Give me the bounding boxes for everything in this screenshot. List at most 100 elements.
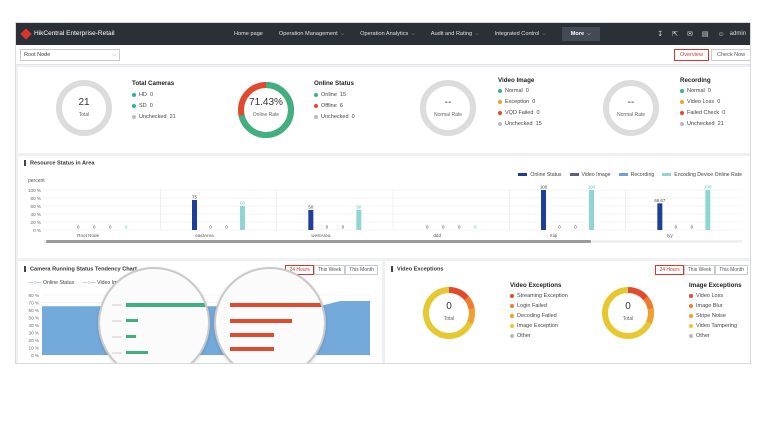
overview-button[interactable]: Overview <box>674 49 709 61</box>
nav-audit-rating[interactable]: Audit and Rating ⌵ <box>431 31 479 37</box>
recording-normal: Normal 0 <box>680 88 711 94</box>
video-vqd-failed: VQD Failed 0 <box>498 110 540 116</box>
data-label: 0 <box>574 225 577 230</box>
resource-status-title: Resource Status in Area <box>24 160 94 166</box>
legend-recording[interactable]: Recording <box>618 172 654 178</box>
download-icon[interactable]: ↧ <box>657 31 664 38</box>
resource-status-panel: Resource Status in Area Online Status Vi… <box>18 156 750 258</box>
nav-integrated-control-label: Integrated Control <box>494 31 540 37</box>
image-exception-tampering: Video Tampering <box>689 323 737 329</box>
y-tick-label: 80 % <box>29 293 39 298</box>
exceptions-range-24h[interactable]: 24 Hours <box>655 265 684 275</box>
image-exception-other: Other <box>689 333 710 339</box>
video-image-ring <box>420 80 476 136</box>
user-icon[interactable]: ☺ <box>717 30 725 38</box>
legend-online-status[interactable]: Online Status <box>518 172 562 178</box>
online-count: Online 15 <box>314 92 346 98</box>
bar-encoding-device-online-rate <box>705 190 711 230</box>
video-exceptions-total: 0 <box>446 301 452 312</box>
online-rate-label: Online Rate <box>252 112 280 118</box>
y-tick-label: 20 % <box>31 220 41 225</box>
y-tick-label: 80 % <box>31 196 41 201</box>
top-icons: ↧ ⇱ ✉ ▤ ☺ admin <box>657 23 746 45</box>
category-label: Root Node <box>77 233 99 238</box>
zoomed-online-bars <box>112 303 206 354</box>
legend-tendency-video[interactable]: —○— Video Image <box>82 280 127 286</box>
category-label: ddd <box>433 233 441 238</box>
legend-video-image[interactable]: Video Image <box>569 172 611 178</box>
image-exception-blur: Image Blur <box>689 303 723 309</box>
nav-integrated-control[interactable]: Integrated Control ⌵ <box>495 31 546 37</box>
exception-decoding-failed: Decoding Failed <box>510 313 557 319</box>
data-label: 0 <box>558 225 561 230</box>
nav-more[interactable]: More ⌵ <box>561 27 600 41</box>
bar-encoding-device-online-rate <box>240 206 245 230</box>
y-tick-label: 100 % <box>28 188 41 193</box>
bar-online-status <box>192 200 197 230</box>
total-cameras-value: 21 <box>78 97 90 108</box>
export-icon[interactable]: ⇱ <box>672 31 678 38</box>
magnifier-lens-red <box>214 267 326 363</box>
category-label: westArea <box>311 233 331 238</box>
cameras-unchecked: Unchecked 21 <box>132 114 176 120</box>
exception-streaming: Streaming Exception <box>510 293 568 299</box>
video-exceptions-total-label: Total <box>443 316 455 322</box>
data-label: 0 <box>342 225 345 230</box>
data-label: 0 <box>109 225 112 230</box>
clipboard-icon[interactable]: ▤ <box>701 31 709 38</box>
image-exception-video-loss: Video Loss <box>689 293 723 299</box>
root-node-value: Root Node <box>24 52 51 58</box>
data-label: 0 <box>225 225 228 230</box>
video-exceptions-panel-title: Video Exceptions <box>391 266 444 272</box>
tendency-range-month[interactable]: This Month <box>345 265 378 275</box>
mail-icon[interactable]: ✉ <box>687 31 693 38</box>
total-cameras-title: Total Cameras <box>132 80 175 87</box>
recording-failed-check: Failed Check 0 <box>680 110 725 116</box>
bar-online-status <box>308 210 314 230</box>
image-exceptions-ring <box>602 287 654 339</box>
tendency-range-week[interactable]: This Week <box>313 265 346 275</box>
bar-encoding-device-online-rate <box>589 190 594 230</box>
legend-tendency-online[interactable]: —○— Online Status <box>28 280 75 286</box>
chevron-down-icon: ⌵ <box>587 31 591 36</box>
nav-home[interactable]: Home page <box>234 31 263 37</box>
online-unchecked-count: Unchecked 0 <box>314 114 355 120</box>
exceptions-range-month[interactable]: This Month <box>715 265 748 275</box>
legend-encoding-device[interactable]: Encoding Device Online Rate <box>662 172 742 178</box>
recording-value: -- <box>627 97 635 108</box>
nav-home-label: Home page <box>234 31 263 37</box>
y-tick-label: 60 % <box>29 308 39 313</box>
username[interactable]: admin <box>729 31 746 37</box>
y-tick-label: 50 % <box>29 315 39 320</box>
y-tick-label: 40 % <box>31 212 41 217</box>
y-tick-label: 40 % <box>29 323 39 328</box>
video-normal: Normal 0 <box>498 88 529 94</box>
data-label: 60 <box>240 201 245 206</box>
y-tick-label: 0 % <box>33 228 41 233</box>
resource-bar-chart: 0 % 20 % 40 % 60 % 80 % 100 % 0 0 0 0 Root Node 75 0… <box>28 185 742 243</box>
recording-ring <box>603 80 659 136</box>
nav-operation-management-label: Operation Management <box>278 31 338 37</box>
chevron-down-icon: ⌵ <box>475 31 479 36</box>
check-now-button[interactable]: Check Now <box>711 49 750 61</box>
nav-audit-rating-label: Audit and Rating <box>430 31 473 37</box>
zoomed-bar <box>126 335 136 338</box>
tendency-panel: Camera Running Status Tendency Chart 24 … <box>18 261 382 363</box>
exceptions-range-week[interactable]: This Week <box>683 265 716 275</box>
nav-operation-management[interactable]: Operation Management ⌵ <box>279 31 344 37</box>
root-node-select[interactable]: Root Node ⌵ <box>20 49 120 61</box>
data-label: 66.67 <box>654 198 666 203</box>
y-tick-label: 60 % <box>31 204 41 209</box>
data-label: 0 <box>93 225 96 230</box>
exception-image: Image Exception <box>510 323 558 329</box>
magnifier-lens-green <box>98 267 210 363</box>
tendency-range-toggle: 24 Hours This Week This Month <box>285 265 378 275</box>
zoomed-bar <box>126 351 148 354</box>
total-cameras-ring <box>56 80 112 136</box>
exception-login-failed: Login Failed <box>510 303 547 309</box>
scrollbar-thumb[interactable] <box>46 240 591 243</box>
data-label: 0 <box>474 225 477 230</box>
y-tick-label: 10 % <box>29 345 39 350</box>
recording-video-loss: Video Loss 0 <box>680 99 720 105</box>
nav-operation-analytics[interactable]: Operation Analytics ⌵ <box>360 31 415 37</box>
